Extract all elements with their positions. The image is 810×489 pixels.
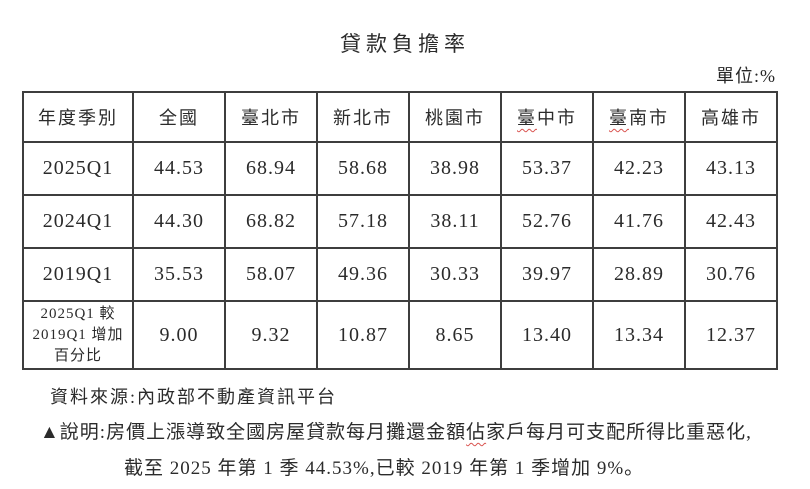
value-cell: 8.65 [408, 300, 502, 370]
unit-label: 單位:% [716, 66, 776, 86]
value-cell: 52.76 [500, 194, 594, 249]
value-cell: 9.32 [224, 300, 318, 370]
note-text: 家戶每月可支配所得比重惡化, [486, 422, 752, 443]
row-label-line: 2025Q1 較 [40, 305, 116, 322]
spellcheck-underline: 臺 [517, 108, 537, 128]
row-label-line: 百分比 [53, 347, 102, 364]
value-cell: 44.53 [132, 141, 226, 196]
value-cell: 42.43 [684, 194, 778, 249]
data-source-line: 資料來源:內政部不動產資訊平台 [50, 387, 337, 407]
value-cell: 13.34 [592, 300, 686, 370]
table-row-2019q1: 2019Q1 35.53 58.07 49.36 30.33 39.97 28.… [22, 247, 778, 302]
value-cell: 39.97 [500, 247, 594, 302]
table-row-increase-pct: 2025Q1 較 2019Q1 增加 百分比 9.00 9.32 10.87 8… [22, 300, 778, 370]
value-cell: 30.33 [408, 247, 502, 302]
column-header-label: 南市 [629, 108, 669, 128]
row-label: 2024Q1 [22, 194, 134, 249]
row-label: 2025Q1 [22, 141, 134, 196]
value-cell: 30.76 [684, 247, 778, 302]
spellcheck-underline: 佔 [466, 422, 487, 443]
value-cell: 57.18 [316, 194, 410, 249]
note-line-1: ▲說明:房價上漲導致全國房屋貸款每月攤還金額佔家戶每月可支配所得比重惡化, [40, 417, 752, 444]
column-header-taipei: 臺北市 [224, 91, 318, 143]
value-cell: 68.94 [224, 141, 318, 196]
table-row-2025q1: 2025Q1 44.53 68.94 58.68 38.98 53.37 42.… [22, 141, 778, 196]
column-header-label: 中市 [537, 108, 577, 128]
value-cell: 43.13 [684, 141, 778, 196]
column-header-taoyuan: 桃園市 [408, 91, 502, 143]
column-header-year-quarter: 年度季別 [22, 91, 134, 143]
value-cell: 42.23 [592, 141, 686, 196]
value-cell: 9.00 [132, 300, 226, 370]
value-cell: 49.36 [316, 247, 410, 302]
value-cell: 10.87 [316, 300, 410, 370]
column-header-nationwide: 全國 [132, 91, 226, 143]
loan-burden-table: 年度季別 全國 臺北市 新北市 桃園市 臺中市 臺南市 高雄市 2025Q1 4… [22, 91, 778, 370]
column-header-kaohsiung: 高雄市 [684, 91, 778, 143]
value-cell: 12.37 [684, 300, 778, 370]
table-header-row: 年度季別 全國 臺北市 新北市 桃園市 臺中市 臺南市 高雄市 [22, 91, 778, 143]
value-cell: 53.37 [500, 141, 594, 196]
spellcheck-underline: 臺 [609, 108, 629, 128]
row-label-line: 2019Q1 增加 [32, 326, 124, 343]
value-cell: 41.76 [592, 194, 686, 249]
row-label: 2019Q1 [22, 247, 134, 302]
value-cell: 38.98 [408, 141, 502, 196]
row-label: 2025Q1 較 2019Q1 增加 百分比 [22, 300, 134, 370]
value-cell: 68.82 [224, 194, 318, 249]
note-text: ▲說明:房價上漲導致全國房屋貸款每月攤還金額 [40, 422, 467, 443]
value-cell: 44.30 [132, 194, 226, 249]
value-cell: 58.68 [316, 141, 410, 196]
value-cell: 38.11 [408, 194, 502, 249]
column-header-tainan: 臺南市 [592, 91, 686, 143]
value-cell: 58.07 [224, 247, 318, 302]
page-title: 貸款負擔率 [340, 32, 470, 56]
table-row-2024q1: 2024Q1 44.30 68.82 57.18 38.11 52.76 41.… [22, 194, 778, 249]
value-cell: 13.40 [500, 300, 594, 370]
column-header-new-taipei: 新北市 [316, 91, 410, 143]
note-line-2: 截至 2025 年第 1 季 44.53%,已較 2019 年第 1 季增加 9… [124, 458, 645, 479]
value-cell: 28.89 [592, 247, 686, 302]
column-header-taichung: 臺中市 [500, 91, 594, 143]
value-cell: 35.53 [132, 247, 226, 302]
